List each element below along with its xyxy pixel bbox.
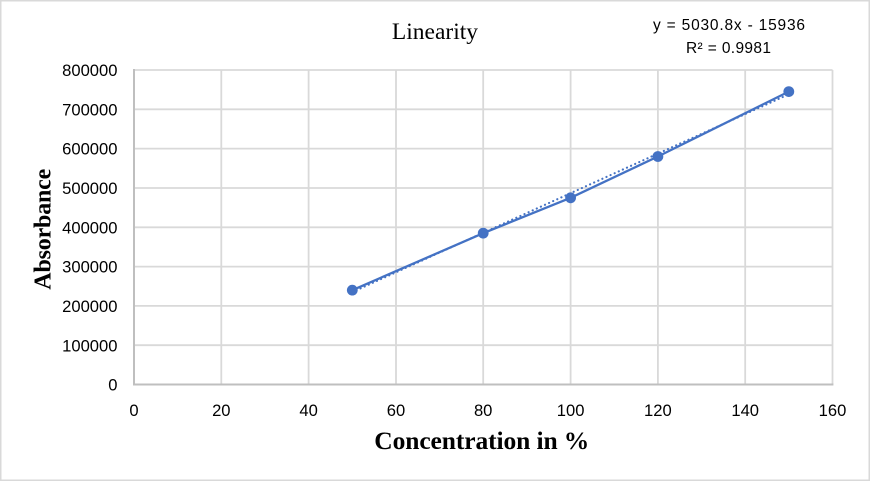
svg-text:100: 100	[557, 401, 585, 420]
svg-text:500000: 500000	[62, 179, 117, 198]
svg-text:0: 0	[108, 376, 117, 395]
svg-text:140: 140	[731, 401, 759, 420]
svg-text:800000: 800000	[62, 61, 117, 80]
svg-text:20: 20	[212, 401, 230, 420]
svg-text:600000: 600000	[62, 140, 117, 159]
svg-text:700000: 700000	[62, 100, 117, 119]
svg-text:100000: 100000	[62, 336, 117, 355]
svg-text:Absorbance: Absorbance	[31, 168, 57, 289]
svg-text:200000: 200000	[62, 297, 117, 316]
svg-text:160: 160	[819, 401, 847, 420]
svg-text:Linearity: Linearity	[392, 19, 478, 45]
svg-text:400000: 400000	[62, 218, 117, 237]
svg-text:0: 0	[129, 401, 138, 420]
svg-text:300000: 300000	[62, 258, 117, 277]
svg-text:40: 40	[299, 401, 317, 420]
svg-text:60: 60	[387, 401, 405, 420]
svg-text:Concentration in %: Concentration in %	[374, 426, 589, 455]
svg-text:120: 120	[644, 401, 672, 420]
svg-text:80: 80	[474, 401, 492, 420]
svg-text:y = 5030.8x - 15936: y = 5030.8x - 15936	[653, 17, 805, 34]
svg-text:R² = 0.9981: R² = 0.9981	[686, 40, 771, 57]
